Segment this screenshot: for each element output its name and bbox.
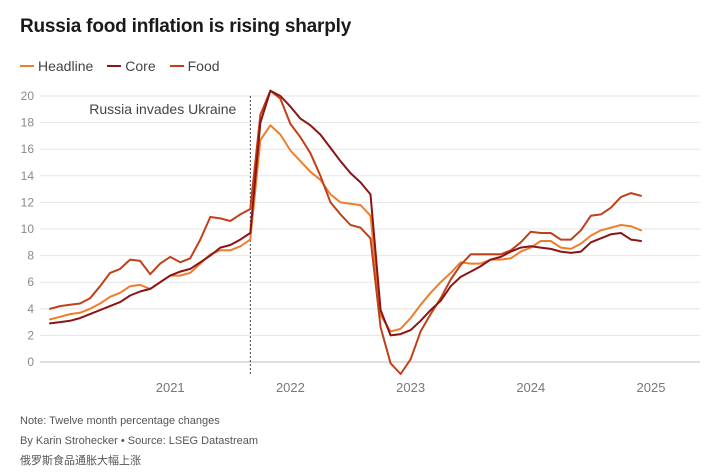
- y-tick-label: 16: [21, 142, 35, 156]
- y-tick-label: 12: [21, 195, 35, 209]
- legend: Headline Core Food: [20, 58, 234, 74]
- x-tick-label: 2023: [396, 380, 425, 395]
- y-tick-label: 6: [27, 275, 34, 289]
- y-tick-label: 14: [21, 169, 35, 183]
- gridlines: [40, 95, 700, 363]
- legend-label: Core: [125, 58, 156, 74]
- y-tick-label: 2: [27, 328, 34, 342]
- byline: By Karin Strohecker • Source: LSEG Datas…: [20, 435, 259, 447]
- legend-item-headline: Headline: [20, 58, 93, 74]
- legend-swatch: [20, 65, 34, 67]
- y-tick-label: 18: [21, 116, 35, 130]
- legend-label: Headline: [38, 58, 94, 74]
- legend-swatch: [169, 65, 184, 67]
- annotation-layer: Russia invades Ukraine: [89, 96, 251, 374]
- legend-swatch: [107, 65, 122, 67]
- legend-item-core: Core: [107, 58, 156, 74]
- y-tick-label: 4: [27, 302, 34, 316]
- legend-label: Food: [187, 58, 220, 74]
- line-chart: Russia invades Ukraine 2021 2022 2023 2024 2…: [21, 89, 700, 395]
- x-tick-label: 2025: [637, 380, 666, 395]
- x-axis-ticks: 2021 2022 2023 2024 2025: [156, 380, 666, 395]
- x-tick-label: 2021: [156, 380, 185, 395]
- x-tick-label: 2022: [276, 380, 305, 395]
- y-tick-label: 20: [21, 89, 35, 103]
- footnote: Note: Twelve month percentage changes: [20, 415, 220, 427]
- chart-title: Russia food inflation is rising sharply: [20, 16, 352, 37]
- legend-item-food: Food: [169, 58, 220, 74]
- series-layer: [49, 89, 642, 375]
- series-line-core: [49, 89, 642, 337]
- series-line-headline: [49, 124, 642, 333]
- y-tick-label: 8: [27, 249, 34, 263]
- y-tick-label: 10: [21, 222, 35, 236]
- invasion-annotation: Russia invades Ukraine: [89, 101, 236, 117]
- series-line-food: [49, 89, 642, 375]
- y-axis-ticks: 0 2 4 6 8 10 12 14 16 18 20: [21, 89, 35, 369]
- y-tick-label: 0: [27, 355, 34, 369]
- x-tick-label: 2024: [516, 380, 545, 395]
- chinese-caption: 俄罗斯食品通胀大幅上涨: [20, 455, 141, 467]
